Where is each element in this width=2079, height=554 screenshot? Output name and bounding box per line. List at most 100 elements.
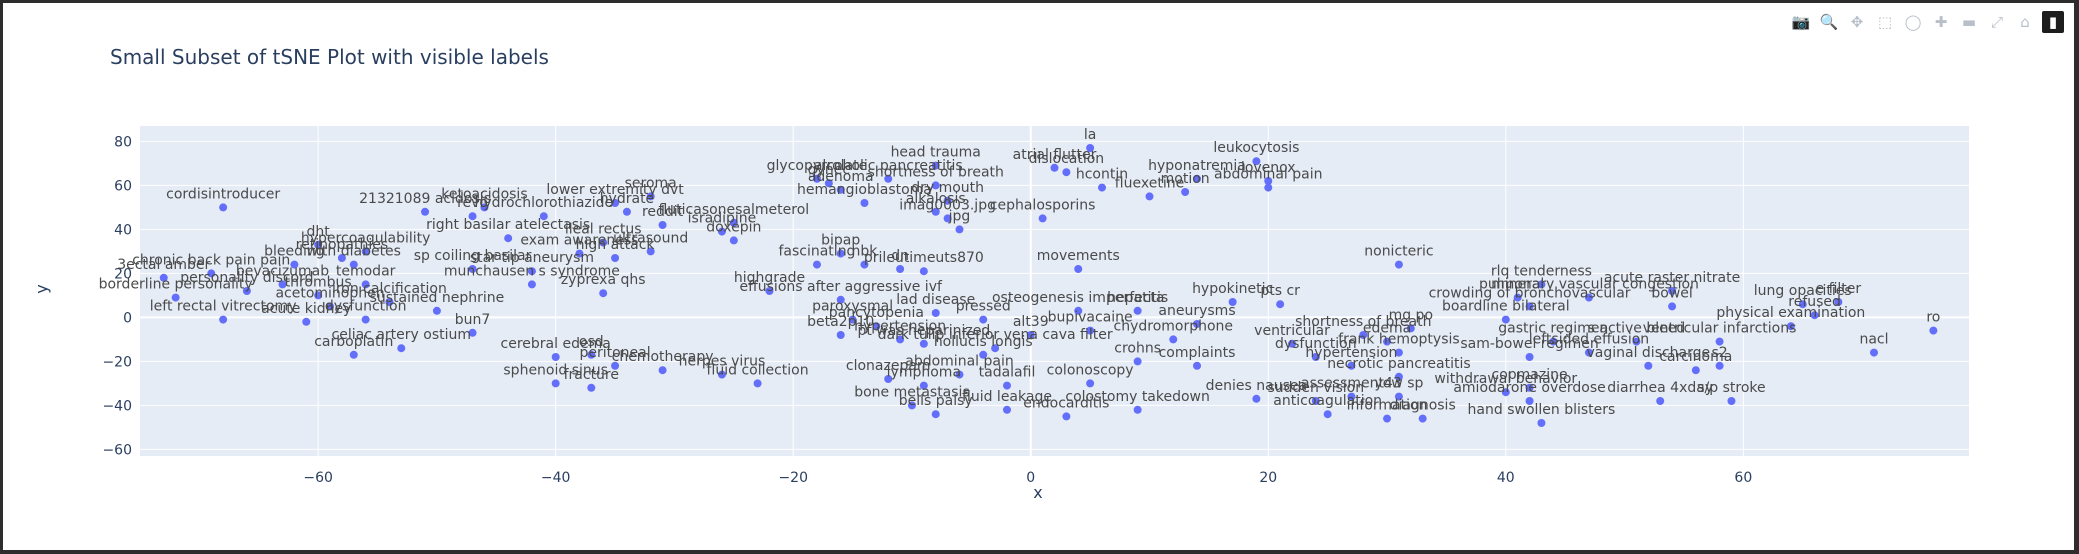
data-point[interactable]	[836, 295, 845, 304]
data-point[interactable]	[1347, 361, 1356, 370]
data-point[interactable]	[1264, 177, 1273, 185]
data-point[interactable]	[717, 227, 726, 236]
data-point[interactable]	[1691, 366, 1700, 375]
data-point[interactable]	[1252, 394, 1261, 403]
data-point[interactable]	[1727, 397, 1736, 405]
data-point[interactable]	[1525, 353, 1534, 361]
data-point[interactable]	[955, 370, 964, 379]
data-point[interactable]	[1002, 405, 1011, 414]
data-point[interactable]	[1228, 298, 1237, 306]
data-point[interactable]	[824, 179, 833, 188]
data-point[interactable]	[979, 315, 988, 324]
data-point[interactable]	[729, 236, 738, 245]
data-point[interactable]	[860, 199, 869, 207]
data-point[interactable]	[432, 306, 441, 315]
data-point[interactable]	[955, 225, 964, 234]
data-point[interactable]	[1668, 302, 1677, 311]
data-point[interactable]	[1501, 388, 1510, 397]
data-point[interactable]	[931, 181, 940, 190]
data-point[interactable]	[468, 265, 477, 273]
data-point[interactable]	[1525, 302, 1534, 311]
data-point[interactable]	[896, 335, 905, 344]
data-point[interactable]	[1276, 300, 1285, 309]
data-point[interactable]	[171, 293, 180, 302]
data-point[interactable]	[931, 207, 940, 216]
data-point[interactable]	[646, 192, 655, 201]
data-point[interactable]	[1026, 331, 1035, 339]
data-point[interactable]	[1359, 331, 1368, 339]
data-point[interactable]	[836, 249, 845, 258]
data-point[interactable]	[611, 254, 620, 262]
data-point[interactable]	[884, 375, 893, 383]
data-point[interactable]	[587, 350, 596, 359]
data-point[interactable]	[1264, 183, 1273, 192]
data-point[interactable]	[1050, 163, 1059, 172]
data-point[interactable]	[587, 383, 596, 392]
data-point[interactable]	[1644, 361, 1653, 370]
data-point[interactable]	[1133, 306, 1142, 315]
data-point[interactable]	[1086, 379, 1095, 388]
camera-icon[interactable]: 📷	[1791, 12, 1811, 31]
data-point[interactable]	[1394, 392, 1403, 401]
data-point[interactable]	[979, 350, 988, 359]
data-point[interactable]	[1311, 353, 1320, 361]
data-point[interactable]	[1810, 311, 1819, 320]
data-point[interactable]	[1513, 293, 1522, 302]
data-point[interactable]	[1394, 372, 1403, 381]
lasso-icon[interactable]: ◯	[1904, 12, 1922, 31]
data-point[interactable]	[1062, 168, 1071, 177]
data-point[interactable]	[884, 174, 893, 183]
data-point[interactable]	[848, 315, 857, 324]
data-point[interactable]	[1383, 337, 1392, 346]
data-point[interactable]	[812, 174, 821, 183]
data-point[interactable]	[349, 350, 358, 359]
data-point[interactable]	[907, 401, 916, 410]
data-point[interactable]	[836, 185, 845, 194]
data-point[interactable]	[991, 344, 1000, 353]
data-point[interactable]	[527, 267, 536, 276]
data-point[interactable]	[1715, 337, 1724, 346]
data-point[interactable]	[1311, 397, 1320, 405]
data-point[interactable]	[812, 260, 821, 269]
reset-axes-icon[interactable]: ⌂	[2020, 12, 2030, 31]
data-point[interactable]	[361, 280, 370, 289]
data-point[interactable]	[1668, 287, 1677, 295]
data-point[interactable]	[611, 199, 620, 207]
plotly-logo-icon[interactable]: ▮	[2042, 11, 2064, 33]
data-point[interactable]	[278, 280, 287, 289]
zoom-icon[interactable]: 🔍	[1819, 12, 1839, 31]
data-point[interactable]	[1169, 335, 1178, 344]
data-point[interactable]	[361, 247, 370, 256]
data-point[interactable]	[1347, 392, 1356, 401]
data-point[interactable]	[539, 212, 548, 221]
data-point[interactable]	[611, 361, 620, 370]
data-point[interactable]	[1086, 144, 1095, 152]
data-point[interactable]	[1501, 315, 1510, 324]
data-point[interactable]	[1062, 412, 1071, 421]
data-point[interactable]	[729, 218, 738, 227]
data-point[interactable]	[480, 203, 489, 212]
data-point[interactable]	[1323, 410, 1332, 419]
data-point[interactable]	[527, 280, 536, 289]
data-points[interactable]	[159, 144, 1938, 427]
data-point[interactable]	[872, 322, 881, 331]
data-point[interactable]	[1002, 381, 1011, 390]
data-point[interactable]	[551, 353, 560, 361]
data-point[interactable]	[599, 238, 608, 247]
data-point[interactable]	[1525, 383, 1534, 392]
data-point[interactable]	[219, 315, 228, 324]
data-point[interactable]	[1383, 414, 1392, 423]
data-point[interactable]	[1394, 348, 1403, 357]
data-point[interactable]	[397, 344, 406, 353]
data-point[interactable]	[896, 265, 905, 273]
data-point[interactable]	[943, 196, 952, 205]
data-point[interactable]	[1074, 306, 1083, 315]
data-point[interactable]	[468, 328, 477, 337]
data-point[interactable]	[919, 339, 928, 348]
data-point[interactable]	[1715, 361, 1724, 370]
data-point[interactable]	[765, 287, 774, 295]
data-point[interactable]	[1418, 414, 1427, 423]
data-point[interactable]	[337, 254, 346, 262]
data-point[interactable]	[1406, 324, 1415, 333]
data-point[interactable]	[1252, 157, 1261, 166]
